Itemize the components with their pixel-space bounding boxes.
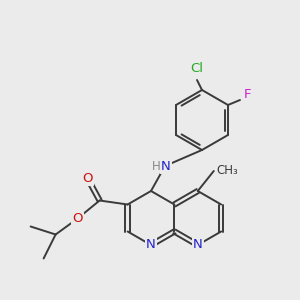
Text: N: N — [146, 238, 156, 251]
Text: F: F — [244, 88, 252, 101]
Text: Cl: Cl — [190, 61, 203, 74]
Text: H: H — [152, 160, 160, 172]
Text: N: N — [161, 160, 171, 172]
Text: O: O — [82, 172, 93, 185]
Text: O: O — [72, 212, 83, 225]
Text: CH₃: CH₃ — [217, 164, 239, 178]
Text: N: N — [193, 238, 202, 251]
